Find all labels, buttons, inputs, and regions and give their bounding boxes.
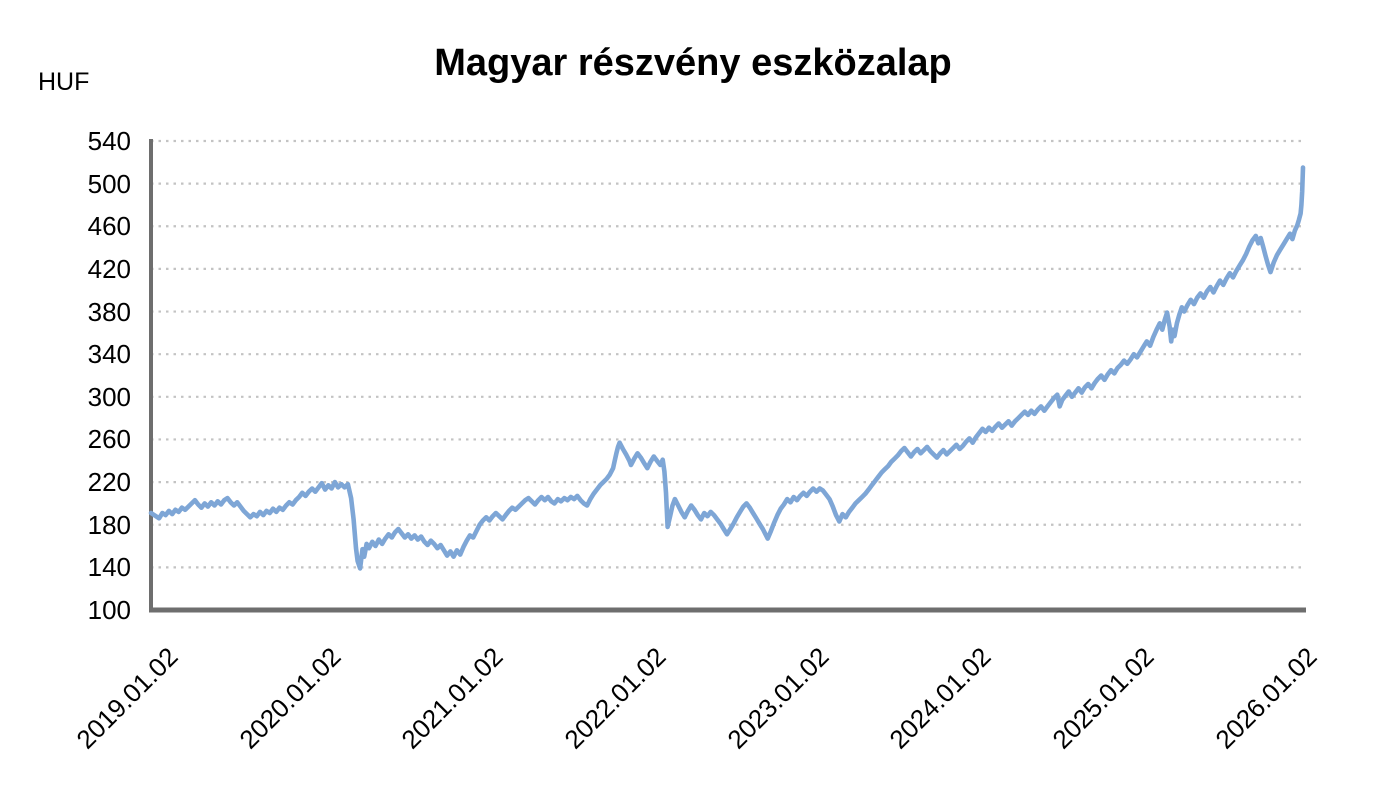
y-axis-tick-label: 220 [87, 467, 131, 498]
y-axis-unit-label: HUF [38, 68, 90, 96]
y-axis-tick-label: 540 [87, 126, 131, 156]
y-axis-tick-label: 300 [87, 381, 131, 412]
y-axis-tick-label: 500 [87, 168, 131, 199]
chart-title: Magyar részvény eszközalap [434, 42, 952, 84]
y-axis-tick-label: 260 [87, 424, 131, 455]
y-axis-tick-label: 460 [87, 211, 131, 242]
y-axis-tick-label: 340 [87, 339, 131, 370]
horizontal-gridlines [151, 139, 1303, 569]
series-line [148, 165, 1306, 571]
data-series-line [148, 165, 1306, 571]
y-axis-tick-label: 380 [87, 296, 131, 327]
y-axis-tick-label: 100 [87, 595, 131, 625]
y-axis-tick-label: 420 [87, 253, 131, 284]
y-axis-tick-label: 140 [87, 552, 131, 583]
y-axis-tick-label: 180 [87, 509, 131, 540]
axis-lines [149, 139, 1306, 613]
